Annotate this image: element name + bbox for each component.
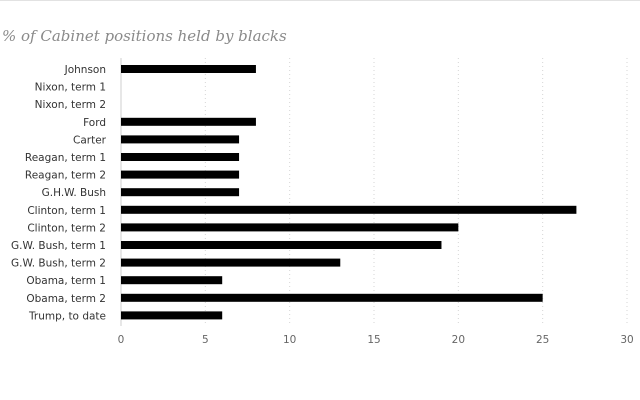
bar: [121, 135, 240, 144]
x-tick-label: 10: [283, 334, 296, 346]
x-tick-label: 5: [202, 334, 209, 346]
bar: [121, 170, 240, 179]
bar: [121, 241, 442, 249]
bar: [121, 153, 240, 161]
category-label: G.H.W. Bush: [42, 187, 106, 199]
category-label: Johnson: [64, 64, 106, 76]
x-tick-label: 0: [118, 334, 125, 346]
bar: [121, 311, 223, 320]
category-label: Obama, term 2: [26, 293, 106, 305]
x-tick-label: 15: [367, 334, 380, 346]
bar: [121, 276, 223, 285]
category-label: Trump, to date: [28, 310, 106, 322]
top-divider: [0, 0, 640, 1]
category-label: G.W. Bush, term 2: [11, 258, 106, 270]
bar: [121, 65, 256, 73]
category-label: Clinton, term 1: [27, 205, 106, 217]
bar: [121, 117, 256, 126]
bar: [121, 188, 240, 197]
category-label: Carter: [73, 134, 107, 146]
bar: [121, 223, 459, 232]
x-tick-label: 25: [536, 334, 549, 346]
bar: [121, 293, 543, 302]
category-label: Nixon, term 2: [35, 99, 106, 111]
bar: [121, 205, 577, 214]
category-label: Nixon, term 1: [35, 82, 106, 94]
chart-title: % of Cabinet positions held by blacks: [2, 27, 287, 45]
category-label: Reagan, term 2: [25, 170, 106, 182]
category-label: Reagan, term 1: [25, 152, 106, 164]
category-label: G.W. Bush, term 1: [11, 240, 106, 252]
category-label: Ford: [83, 117, 106, 129]
bar: [121, 258, 341, 267]
category-label: Obama, term 1: [26, 275, 106, 287]
category-label: Clinton, term 2: [27, 222, 106, 234]
x-tick-label: 30: [620, 334, 633, 346]
x-tick-label: 20: [452, 334, 465, 346]
